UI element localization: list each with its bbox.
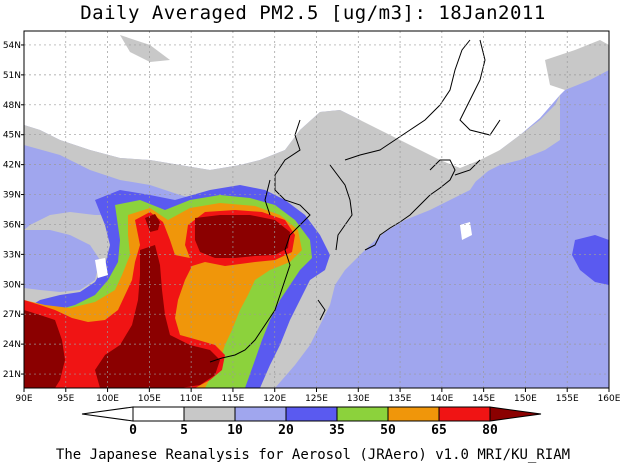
colorbar-tick-label: 10 <box>227 423 243 438</box>
lon-tick-label: 140E <box>430 394 453 404</box>
lon-tick-label: 90E <box>15 394 32 404</box>
longitude-axis: 90E 95E 100E 105E 110E 115E 120E 125E 130E 135E 14… <box>15 388 621 404</box>
colorbar-segment <box>336 406 389 422</box>
colorbar-under-triangle <box>81 406 134 422</box>
lat-tick-label: 21N <box>3 370 21 380</box>
lon-tick-label: 115E <box>221 394 244 404</box>
lon-tick-label: 135E <box>389 394 412 404</box>
colorbar-segment <box>285 406 338 422</box>
field-gray-northeast <box>545 40 609 90</box>
latitude-axis: 54N 51N 48N 45N 42N 39N 36N 33N 30N 27N 24N 21N <box>3 41 24 380</box>
lat-tick-label: 42N <box>3 161 21 171</box>
coastlines <box>209 39 501 363</box>
lat-tick-label: 48N <box>3 101 21 111</box>
colorbar: 0 5 10 20 35 50 65 80 <box>81 406 542 438</box>
colorbar-tick-label: 35 <box>329 423 345 438</box>
credit-text: The Japanese Reanalysis for Aerosol (JRA… <box>55 447 571 463</box>
lon-tick-label: 145E <box>472 394 495 404</box>
lat-tick-label: 27N <box>3 310 21 320</box>
lon-tick-label: 105E <box>138 394 161 404</box>
colorbar-segment <box>132 406 185 422</box>
colorbar-segment <box>387 406 440 422</box>
lon-tick-label: 100E <box>96 394 119 404</box>
field-gray-japan <box>335 150 500 262</box>
colorbar-tick-label: 50 <box>380 423 396 438</box>
lat-tick-label: 33N <box>3 250 21 260</box>
lon-tick-label: 130E <box>347 394 370 404</box>
colorbar-tick-label: 0 <box>129 423 137 438</box>
lat-tick-label: 45N <box>3 131 21 141</box>
lon-tick-label: 155E <box>556 394 579 404</box>
field-darkred-core-1 <box>145 214 160 232</box>
lat-tick-label: 30N <box>3 280 21 290</box>
colorbar-tick-label: 20 <box>278 423 294 438</box>
lon-tick-label: 160E <box>598 394 621 404</box>
field-gray-north-patch <box>120 35 170 62</box>
field-lightblue-west <box>24 230 100 292</box>
lat-tick-label: 39N <box>3 191 21 201</box>
field-darkred-core-3 <box>95 245 220 388</box>
lon-tick-label: 120E <box>263 394 286 404</box>
colorbar-tick-label: 80 <box>482 423 498 438</box>
lat-tick-label: 36N <box>3 220 21 230</box>
colorbar-segment <box>234 406 287 422</box>
field-white-island-patch <box>460 222 472 240</box>
field-blue-east-patch <box>572 235 609 285</box>
colorbar-segment <box>438 406 491 422</box>
field-darkred-core-2 <box>195 215 290 258</box>
colorbar-over-triangle <box>489 406 542 422</box>
lat-tick-label: 54N <box>3 41 21 51</box>
lat-tick-label: 51N <box>3 71 21 81</box>
colorbar-tick-label: 5 <box>180 423 188 438</box>
colorbar-segment <box>183 406 236 422</box>
field-white-inland-patch <box>95 258 108 278</box>
field-darkred-core-4 <box>24 310 65 388</box>
lon-tick-label: 125E <box>305 394 328 404</box>
lat-tick-label: 24N <box>3 340 21 350</box>
map-title: Daily Averaged PM2.5 [ug/m3]: 18Jan2011 <box>80 2 546 24</box>
colorbar-tick-label: 65 <box>431 423 447 438</box>
lon-tick-label: 95E <box>57 394 74 404</box>
lon-tick-label: 110E <box>180 394 203 404</box>
concentration-field <box>24 31 609 388</box>
lon-tick-label: 150E <box>514 394 537 404</box>
